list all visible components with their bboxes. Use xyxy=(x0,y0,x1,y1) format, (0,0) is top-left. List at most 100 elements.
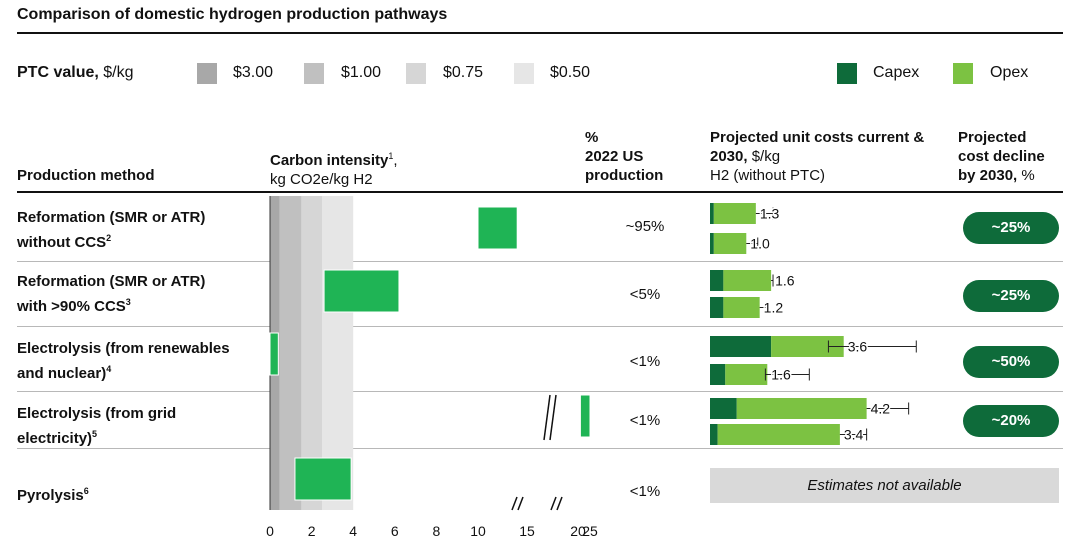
ci-bar xyxy=(269,332,279,376)
opex-swatch xyxy=(953,63,973,84)
bar-break-mark xyxy=(543,394,551,441)
row-label-pyrolysis: Pyrolysis6 xyxy=(17,481,89,506)
share-value: <1% xyxy=(629,353,661,370)
estimates-not-available: Estimates not available xyxy=(710,468,1059,503)
ci-tick-label: 6 xyxy=(391,523,399,539)
header-cost-unit: $/kg xyxy=(751,148,781,165)
row-label-smr-ccs-sup: 3 xyxy=(125,297,131,307)
row-label-smr-ccs-line1: Reformation (SMR or ATR) xyxy=(17,273,206,290)
row-label-electrolysis-renewables-sup: 4 xyxy=(106,364,112,374)
header-method: Production method xyxy=(17,166,155,185)
share-value: <1% xyxy=(629,412,661,429)
total-cost-label: 3.4 xyxy=(844,427,864,443)
ci-tick-label: 4 xyxy=(349,523,357,539)
header-share-line1: % xyxy=(585,129,599,146)
capex-bar xyxy=(710,398,737,419)
header-share-line2: 2022 US xyxy=(585,148,644,165)
share-value: <5% xyxy=(629,286,661,303)
header-ci-comma: , xyxy=(393,152,398,169)
row-label-smr-sup: 2 xyxy=(106,233,112,243)
row-label-electrolysis-renewables: Electrolysis (from renewables and nuclea… xyxy=(17,339,230,384)
ptc-swatch-075 xyxy=(406,63,426,84)
opex-legend-label: Opex xyxy=(990,64,1029,81)
row-label-electrolysis-renewables-line1: Electrolysis (from renewables xyxy=(17,340,230,357)
bar-break-mark xyxy=(549,394,557,441)
opex-bar xyxy=(736,398,867,419)
capex-bar xyxy=(710,297,724,318)
row-label-electrolysis-grid-sup: 5 xyxy=(92,429,98,439)
header-share-line3: production xyxy=(585,167,664,184)
capex-bar xyxy=(710,336,772,357)
row-separator xyxy=(17,261,1063,262)
ptc-legend-item-1: $1.00 xyxy=(341,64,382,81)
header-rule xyxy=(17,191,1063,193)
axis-break-mark xyxy=(511,496,518,511)
row-label-smr: Reformation (SMR or ATR) without CCS2 xyxy=(17,208,205,253)
header-cost: Projected unit costs current & 2030, $/k… xyxy=(710,128,924,185)
row-separator xyxy=(17,326,1063,327)
total-cost-label: 1.2 xyxy=(764,300,784,316)
row-label-smr-line1: Reformation (SMR or ATR) xyxy=(17,209,206,226)
ptc-legend-label-unit: $/kg xyxy=(103,64,134,81)
header-carbon-intensity: Carbon intensity1, kg CO2e/kg H2 xyxy=(270,147,398,189)
title-rule xyxy=(17,32,1063,34)
ci-bar xyxy=(477,206,518,250)
header-ci-sup: 1 xyxy=(388,151,394,161)
ptc-legend-label: PTC value, $/kg xyxy=(17,64,134,82)
total-cost-label: 4.2 xyxy=(871,401,891,417)
ci-tick-label: 0 xyxy=(266,523,274,539)
opex-bar xyxy=(717,424,840,445)
capex-bar xyxy=(710,233,714,254)
header-ci-unit: kg CO2e/kg H2 xyxy=(270,171,373,188)
header-ci-bold: Carbon intensity xyxy=(270,152,389,169)
axis-break-mark xyxy=(550,496,557,511)
header-decline-line2: cost decline xyxy=(958,148,1045,165)
row-label-pyrolysis-sup: 6 xyxy=(83,486,89,496)
row-label-electrolysis-grid: Electrolysis (from grid electricity)5 xyxy=(17,404,176,449)
ptc-legend-item-050: $0.50 xyxy=(550,64,591,81)
header-cost-line1: Projected unit costs current & xyxy=(710,129,925,146)
capex-bar xyxy=(710,270,724,291)
ci-tick-label: 25 xyxy=(582,523,598,539)
opex-bar xyxy=(771,336,844,357)
opex-bar xyxy=(725,364,768,385)
decline-badge: ~50% xyxy=(963,346,1059,378)
ci-bar xyxy=(323,269,400,313)
header-share: % 2022 US production xyxy=(585,128,663,185)
decline-badge: ~25% xyxy=(963,280,1059,312)
row-label-smr-line2: without CCS xyxy=(17,234,107,251)
ci-tick-label: 20 xyxy=(570,523,586,539)
ci-tick-label: 2 xyxy=(308,523,316,539)
ptc-legend-item-3: $3.00 xyxy=(233,64,274,81)
page-title: Comparison of domestic hydrogen producti… xyxy=(17,6,448,23)
opex-bar xyxy=(713,203,756,224)
decline-badge: ~20% xyxy=(963,405,1059,437)
capex-bar xyxy=(710,364,726,385)
row-separator xyxy=(17,448,1063,449)
total-cost-label: 1.0 xyxy=(750,236,770,252)
ptc-swatch-1 xyxy=(304,63,324,84)
header-decline-unit: % xyxy=(1021,167,1035,184)
axis-break-mark xyxy=(517,496,524,511)
capex-legend-label: Capex xyxy=(873,64,920,81)
total-cost-label: 1.3 xyxy=(760,206,780,222)
header-decline-line1: Projected xyxy=(958,129,1027,146)
header-method-text: Production method xyxy=(17,167,155,184)
share-value: ~95% xyxy=(625,218,665,235)
header-decline: Projected cost decline by 2030, % xyxy=(958,128,1045,185)
ci-tick-label: 8 xyxy=(433,523,441,539)
axis-break-mark xyxy=(556,496,563,511)
ptc-swatch-050 xyxy=(514,63,534,84)
row-label-electrolysis-grid-line1: Electrolysis (from grid xyxy=(17,405,177,422)
row-separator xyxy=(17,391,1063,392)
ci-bar xyxy=(294,457,352,501)
total-cost-label: 1.6 xyxy=(775,273,795,289)
capex-swatch xyxy=(837,63,857,84)
ci-tick-label: 15 xyxy=(519,523,535,539)
share-value: <1% xyxy=(629,483,661,500)
capex-bar xyxy=(710,203,714,224)
decline-badge: ~25% xyxy=(963,212,1059,244)
